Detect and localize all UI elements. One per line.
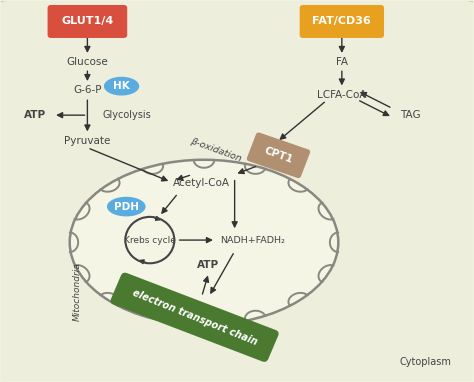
- Text: ATP: ATP: [24, 110, 46, 120]
- Text: ATP: ATP: [197, 260, 219, 270]
- FancyBboxPatch shape: [246, 133, 310, 178]
- Text: Pyruvate: Pyruvate: [64, 136, 110, 146]
- Text: Glycolysis: Glycolysis: [103, 110, 152, 120]
- Ellipse shape: [107, 197, 146, 217]
- Text: GLUT1/4: GLUT1/4: [61, 16, 113, 26]
- Text: Acetyl-CoA: Acetyl-CoA: [173, 178, 230, 188]
- Text: Krebs cycle: Krebs cycle: [124, 236, 176, 244]
- Text: β-oxidation: β-oxidation: [189, 136, 243, 163]
- Text: Glucose: Glucose: [66, 57, 108, 67]
- Text: NADH+FADH₂: NADH+FADH₂: [220, 236, 285, 244]
- Text: CPT1: CPT1: [263, 146, 294, 165]
- Text: FAT/CD36: FAT/CD36: [312, 16, 371, 26]
- Text: G-6-P: G-6-P: [73, 85, 101, 95]
- Ellipse shape: [70, 160, 338, 325]
- Text: electron transport chain: electron transport chain: [131, 288, 258, 347]
- Text: PDH: PDH: [114, 202, 139, 212]
- FancyBboxPatch shape: [300, 5, 384, 38]
- Text: Cytoplasm: Cytoplasm: [400, 357, 451, 367]
- Text: FA: FA: [336, 57, 348, 67]
- FancyBboxPatch shape: [47, 5, 127, 38]
- Text: TAG: TAG: [400, 110, 420, 120]
- Text: HK: HK: [113, 81, 130, 91]
- Ellipse shape: [104, 77, 139, 96]
- Text: Mitochondria: Mitochondria: [73, 262, 82, 321]
- Text: LCFA-CoA: LCFA-CoA: [317, 90, 366, 100]
- FancyBboxPatch shape: [110, 273, 279, 362]
